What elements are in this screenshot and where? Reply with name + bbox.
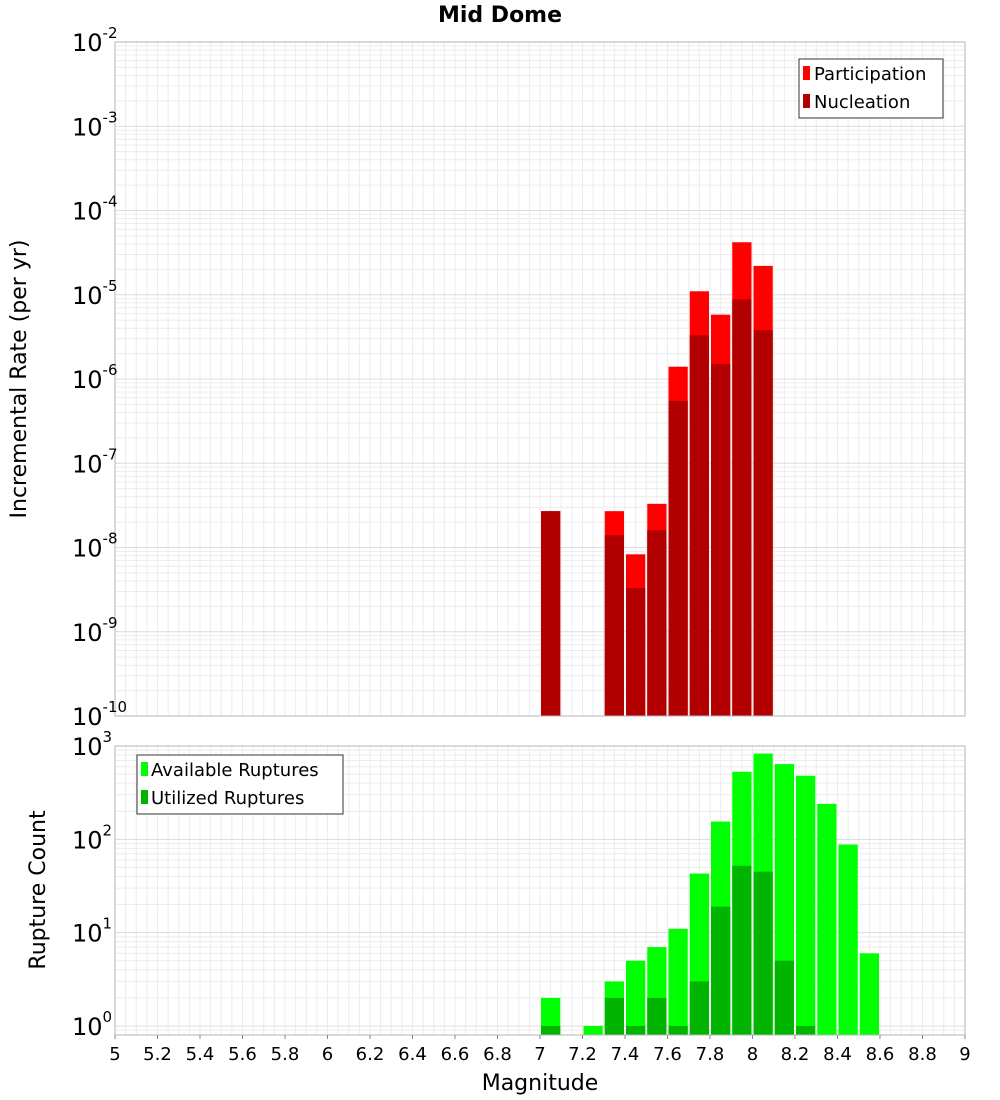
available-bar <box>838 844 858 1035</box>
utilized-bar <box>689 981 709 1035</box>
utilized-bar <box>796 1025 816 1035</box>
utilized-bar <box>541 1025 561 1035</box>
y-tick-label: 10-9 <box>72 614 118 647</box>
nucleation-bar <box>668 400 688 716</box>
x-tick-label: 7.4 <box>611 1044 640 1065</box>
x-tick-label: 7.8 <box>696 1044 725 1065</box>
x-tick-label: 6.6 <box>441 1044 470 1065</box>
rate-bars <box>541 242 773 716</box>
y-tick-label: 10-2 <box>72 24 118 57</box>
x-tick-label: 5.6 <box>228 1044 257 1065</box>
nucleation-bar <box>711 364 731 716</box>
y-tick-label: 10-5 <box>72 277 118 310</box>
x-axis-label: Magnitude <box>482 1071 599 1096</box>
nucleation-bar <box>647 530 667 716</box>
utilized-legend-label: Utilized Ruptures <box>151 788 304 809</box>
x-tick-label: 8.6 <box>866 1044 895 1065</box>
available-legend-label: Available Ruptures <box>151 760 319 781</box>
utilized-legend-swatch <box>141 790 148 804</box>
y-tick-label: 10-10 <box>72 698 127 731</box>
available-bar <box>668 928 688 1035</box>
rate-plot-border <box>114 41 966 717</box>
x-tick-label: 5.8 <box>271 1044 300 1065</box>
available-bar <box>796 775 816 1035</box>
x-tick-label: 5.2 <box>143 1044 172 1065</box>
available-bar <box>817 803 837 1035</box>
count-y-axis-label: Rupture Count <box>26 810 51 970</box>
y-tick-label: 102 <box>72 821 112 854</box>
x-tick-label: 8.2 <box>781 1044 810 1065</box>
utilized-bar <box>604 997 624 1035</box>
y-tick-label: 101 <box>72 915 112 948</box>
x-tick-label: 8.4 <box>823 1044 852 1065</box>
available-legend-swatch <box>141 762 148 776</box>
rate-y-axis-label: Incremental Rate (per yr) <box>7 240 32 519</box>
y-tick-label: 10-8 <box>72 530 118 563</box>
available-bar <box>541 997 561 1035</box>
x-tick-label: 7 <box>534 1044 545 1065</box>
x-tick-label: 6.4 <box>398 1044 427 1065</box>
y-tick-label: 10-7 <box>72 445 118 478</box>
utilized-bar <box>626 1025 646 1035</box>
participation-legend-swatch <box>803 66 810 80</box>
x-tick-label: 6 <box>322 1044 333 1065</box>
count-chart: 100 101 102 103 5 5.2 5.4 5.6 5.8 6 6.2 6.4 6.6 6.8 7… <box>26 728 971 1096</box>
utilized-bar <box>774 960 794 1035</box>
rate-legend-box <box>798 58 944 119</box>
x-tick-label: 7.2 <box>568 1044 597 1065</box>
utilized-bar <box>732 865 752 1035</box>
y-tick-label: 103 <box>72 728 112 761</box>
utilized-bar <box>647 997 667 1035</box>
x-tick-label: 9 <box>959 1044 970 1065</box>
x-tick-label: 5 <box>109 1044 120 1065</box>
nucleation-bar <box>541 511 561 716</box>
count-y-ticks: 100 101 102 103 <box>72 728 112 1041</box>
x-tick-label: 6.8 <box>483 1044 512 1065</box>
x-tick-label: 5.4 <box>186 1044 215 1065</box>
nucleation-legend-label: Nucleation <box>814 92 910 113</box>
count-legend: Available Ruptures Utilized Ruptures <box>136 754 344 815</box>
utilized-bar <box>711 906 731 1035</box>
nucleation-bar <box>626 588 646 716</box>
rate-legend: Participation Nucleation <box>798 58 944 119</box>
x-tick-label: 7.6 <box>653 1044 682 1065</box>
y-tick-label: 10-3 <box>72 108 118 141</box>
y-tick-label: 100 <box>72 1008 112 1041</box>
x-tick-label: 6.2 <box>356 1044 385 1065</box>
available-bar <box>859 953 879 1035</box>
utilized-bar <box>753 871 773 1035</box>
y-tick-label: 10-4 <box>72 193 118 226</box>
nucleation-legend-swatch <box>803 94 810 108</box>
nucleation-bar <box>753 330 773 716</box>
nucleation-bar <box>689 335 709 716</box>
nucleation-bar <box>604 535 624 716</box>
nucleation-bar <box>732 299 752 716</box>
x-tick-label: 8.8 <box>908 1044 937 1065</box>
magnitude-x-ticks: 5 5.2 5.4 5.6 5.8 6 6.2 6.4 6.6 6.8 7 7.2 7.4 7.6 7.8 8… <box>109 1035 971 1065</box>
available-bar <box>583 1025 603 1035</box>
rate-y-ticks: 10-10 10-9 10-8 10-7 10-6 10-5 10-4 10-3 10-2 <box>72 24 127 731</box>
y-tick-label: 10-6 <box>72 361 118 394</box>
rate-gridlines <box>114 42 966 717</box>
chart-title: Mid Dome <box>438 3 562 28</box>
rate-chart: Mid Dome 10-1010-910-810-710-610-510-410… <box>7 3 966 731</box>
x-tick-label: 8 <box>747 1044 758 1065</box>
count-bars <box>541 753 879 1035</box>
participation-legend-label: Participation <box>814 64 926 85</box>
utilized-bar <box>668 1025 688 1035</box>
count-legend-box <box>136 754 344 815</box>
available-bar <box>626 960 646 1035</box>
